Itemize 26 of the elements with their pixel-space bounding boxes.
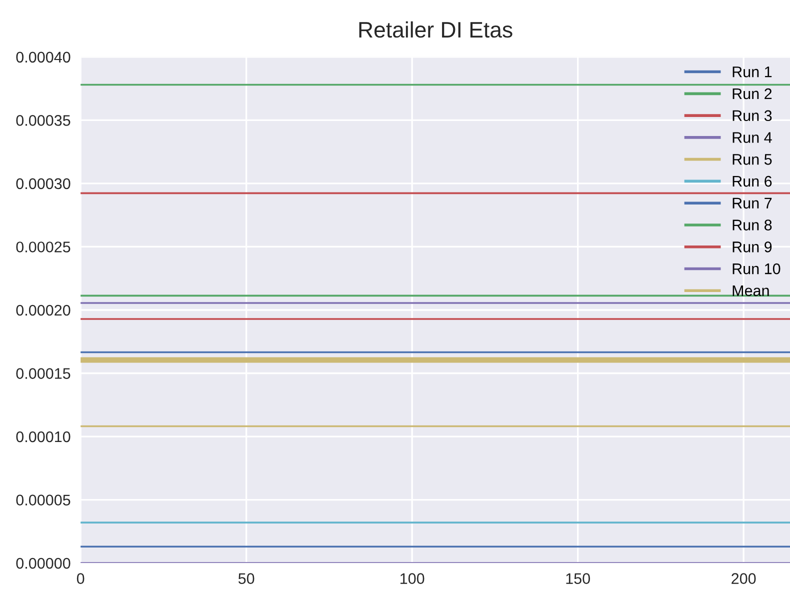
legend-label: Mean: [732, 285, 769, 296]
legend-label: Run 5: [732, 154, 772, 165]
legend-label: Run 2: [732, 88, 772, 100]
x-tick-label: 0: [76, 573, 84, 584]
chart-title: Retailer DI Etas: [359, 21, 512, 38]
y-tick-label: 0.00000: [16, 558, 70, 569]
legend-label: Run 8: [732, 220, 772, 230]
y-tick-label: 0.00030: [16, 178, 70, 190]
legend-label: Run 9: [732, 242, 772, 252]
x-tick-label: 150: [566, 573, 590, 584]
y-tick-label: 0.00025: [16, 242, 70, 252]
legend-label: Run 1: [732, 66, 772, 78]
y-tick-label: 0.00035: [16, 115, 70, 126]
y-tick-label: 0.00010: [16, 431, 70, 442]
x-tick-label: 200: [732, 573, 756, 584]
legend-label: Run 7: [732, 198, 772, 209]
y-tick-label: 0.00040: [16, 52, 70, 63]
legend-label: Run 3: [732, 110, 772, 122]
y-tick-label: 0.00005: [16, 494, 70, 506]
y-tick-label: 0.00015: [16, 368, 70, 379]
legend-label: Run 10: [732, 263, 780, 274]
y-tick-label: 0.00020: [16, 304, 70, 316]
legend-label: Run 6: [732, 176, 772, 187]
x-tick-label: 50: [238, 573, 254, 584]
x-tick-label: 100: [400, 573, 424, 584]
legend-label: Run 4: [732, 132, 772, 143]
